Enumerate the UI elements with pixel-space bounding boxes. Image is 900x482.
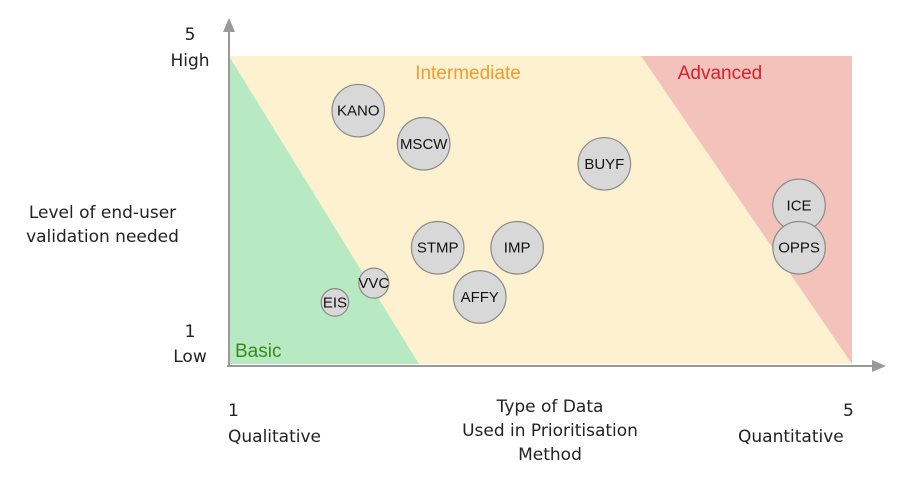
zone-label-basic: Basic: [235, 341, 281, 362]
bubble-kano: [331, 83, 386, 138]
bubble-label-vvc: VVC: [358, 275, 389, 292]
zone-label-intermediate: Intermediate: [415, 63, 521, 84]
bubble-affy: [452, 270, 507, 324]
bubble-imp: [490, 220, 544, 275]
bubble-label-kano: KANO: [337, 103, 380, 120]
bubble-opps: [772, 220, 826, 275]
y-axis-title-line2: validation needed: [26, 227, 179, 247]
bubble-eis: [320, 288, 350, 317]
bubble-label-mscw: MSCW: [400, 136, 448, 153]
y-axis-bottom-word: Low: [173, 347, 207, 367]
x-axis-right-word: Quantitative: [738, 427, 844, 447]
x-axis-title-line3: Method: [518, 445, 582, 465]
x-axis-title-line2: Used in Prioritisation: [462, 421, 638, 441]
bubble-label-imp: IMP: [504, 240, 531, 257]
bubble-vvc: [358, 267, 390, 299]
y-axis-top-value: 5: [184, 25, 196, 45]
bubble-label-eis: EIS: [323, 294, 347, 311]
bubble-label-ice: ICE: [787, 197, 812, 214]
y-axis-top-word: High: [170, 51, 210, 71]
bubble-label-buyf: BUYF: [584, 156, 624, 173]
bubble-buyf: [577, 136, 632, 191]
x-axis-left-word: Qualitative: [228, 427, 322, 447]
bubble-group: KANOMSCWBUYFSTMPIMPAFFYVVCEISICEOPPSWSJF…: [320, 83, 826, 324]
bubble-label-affy: AFFY: [461, 289, 499, 306]
zone-advanced: [641, 56, 852, 364]
bubble-stmp: [410, 220, 465, 275]
bubble-label-stmp: STMP: [417, 240, 459, 257]
y-axis-bottom-value: 1: [184, 322, 196, 342]
x-axis-arrow-icon: [872, 360, 886, 372]
y-axis-arrow-icon: [223, 18, 235, 32]
x-axis-left-value: 1: [228, 401, 239, 421]
x-axis-right-value: 5: [843, 401, 854, 421]
zone-label-advanced: Advanced: [678, 63, 763, 84]
bubble-mscw: [396, 116, 451, 171]
bubble-label-opps: OPPS: [778, 240, 820, 257]
x-axis-title-line1: Type of Data: [496, 397, 604, 417]
y-axis-title-line1: Level of end-user: [28, 203, 177, 223]
